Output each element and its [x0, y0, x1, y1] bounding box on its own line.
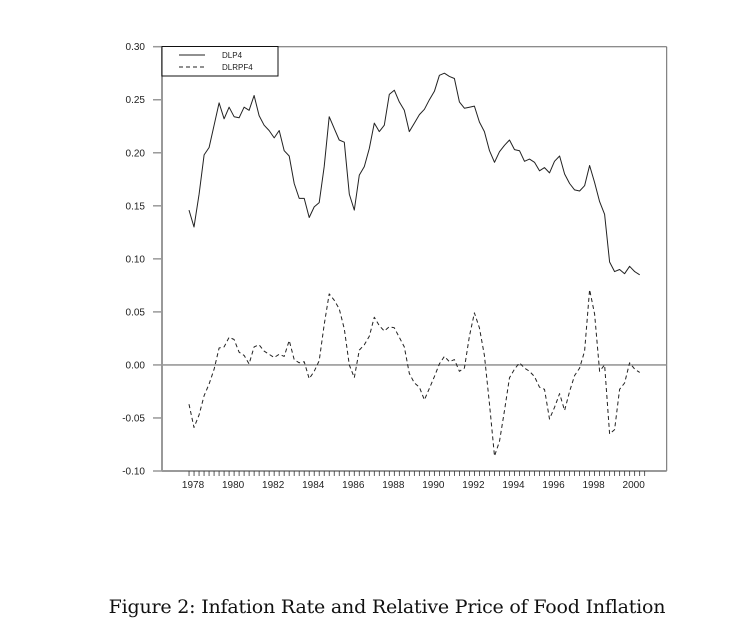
x-tick-label: 1996	[542, 480, 565, 491]
x-tick-label: 1988	[382, 480, 405, 491]
y-tick-label: 0.20	[126, 148, 146, 159]
legend-label-dlrpf4: DLRPF4	[222, 63, 253, 72]
x-tick-label: 1990	[422, 480, 445, 491]
y-tick-label: -0.10	[122, 467, 145, 478]
x-tick-label: 1980	[222, 480, 245, 491]
series-line-dlp4	[188, 72, 640, 276]
series-group	[188, 72, 640, 457]
y-tick-label: 0.10	[126, 254, 146, 265]
y-tick-label: -0.05	[122, 413, 145, 424]
axes: 0.30 0.25 0.20 0.15 0.10 0.05 0.00 -0.05 -0.10 19…	[122, 42, 668, 491]
legend-label-dlp4: DLP4	[222, 51, 243, 60]
figure-caption: Figure 2: Infation Rate and Relative Pri…	[108, 596, 666, 618]
x-tick-label: 1986	[342, 480, 365, 491]
y-tick-label: 0.30	[126, 42, 146, 53]
x-tick-label: 1982	[262, 480, 285, 491]
y-tick-label: 0.15	[126, 201, 146, 212]
x-tick-label: 1994	[502, 480, 525, 491]
x-tick-label: 1992	[462, 480, 485, 491]
y-tick-label: 0.00	[126, 360, 146, 371]
legend: DLP4 DLRPF4	[161, 46, 279, 77]
x-tick-label: 2000	[623, 480, 646, 491]
x-tick-label: 1998	[582, 480, 605, 491]
x-tick-label: 1978	[182, 480, 205, 491]
x-tick-label: 1984	[302, 480, 325, 491]
series-line-dlrpf4	[188, 289, 640, 457]
legend-box	[161, 46, 279, 77]
y-tick-label: 0.05	[126, 307, 146, 318]
y-tick-label: 0.25	[126, 95, 146, 106]
